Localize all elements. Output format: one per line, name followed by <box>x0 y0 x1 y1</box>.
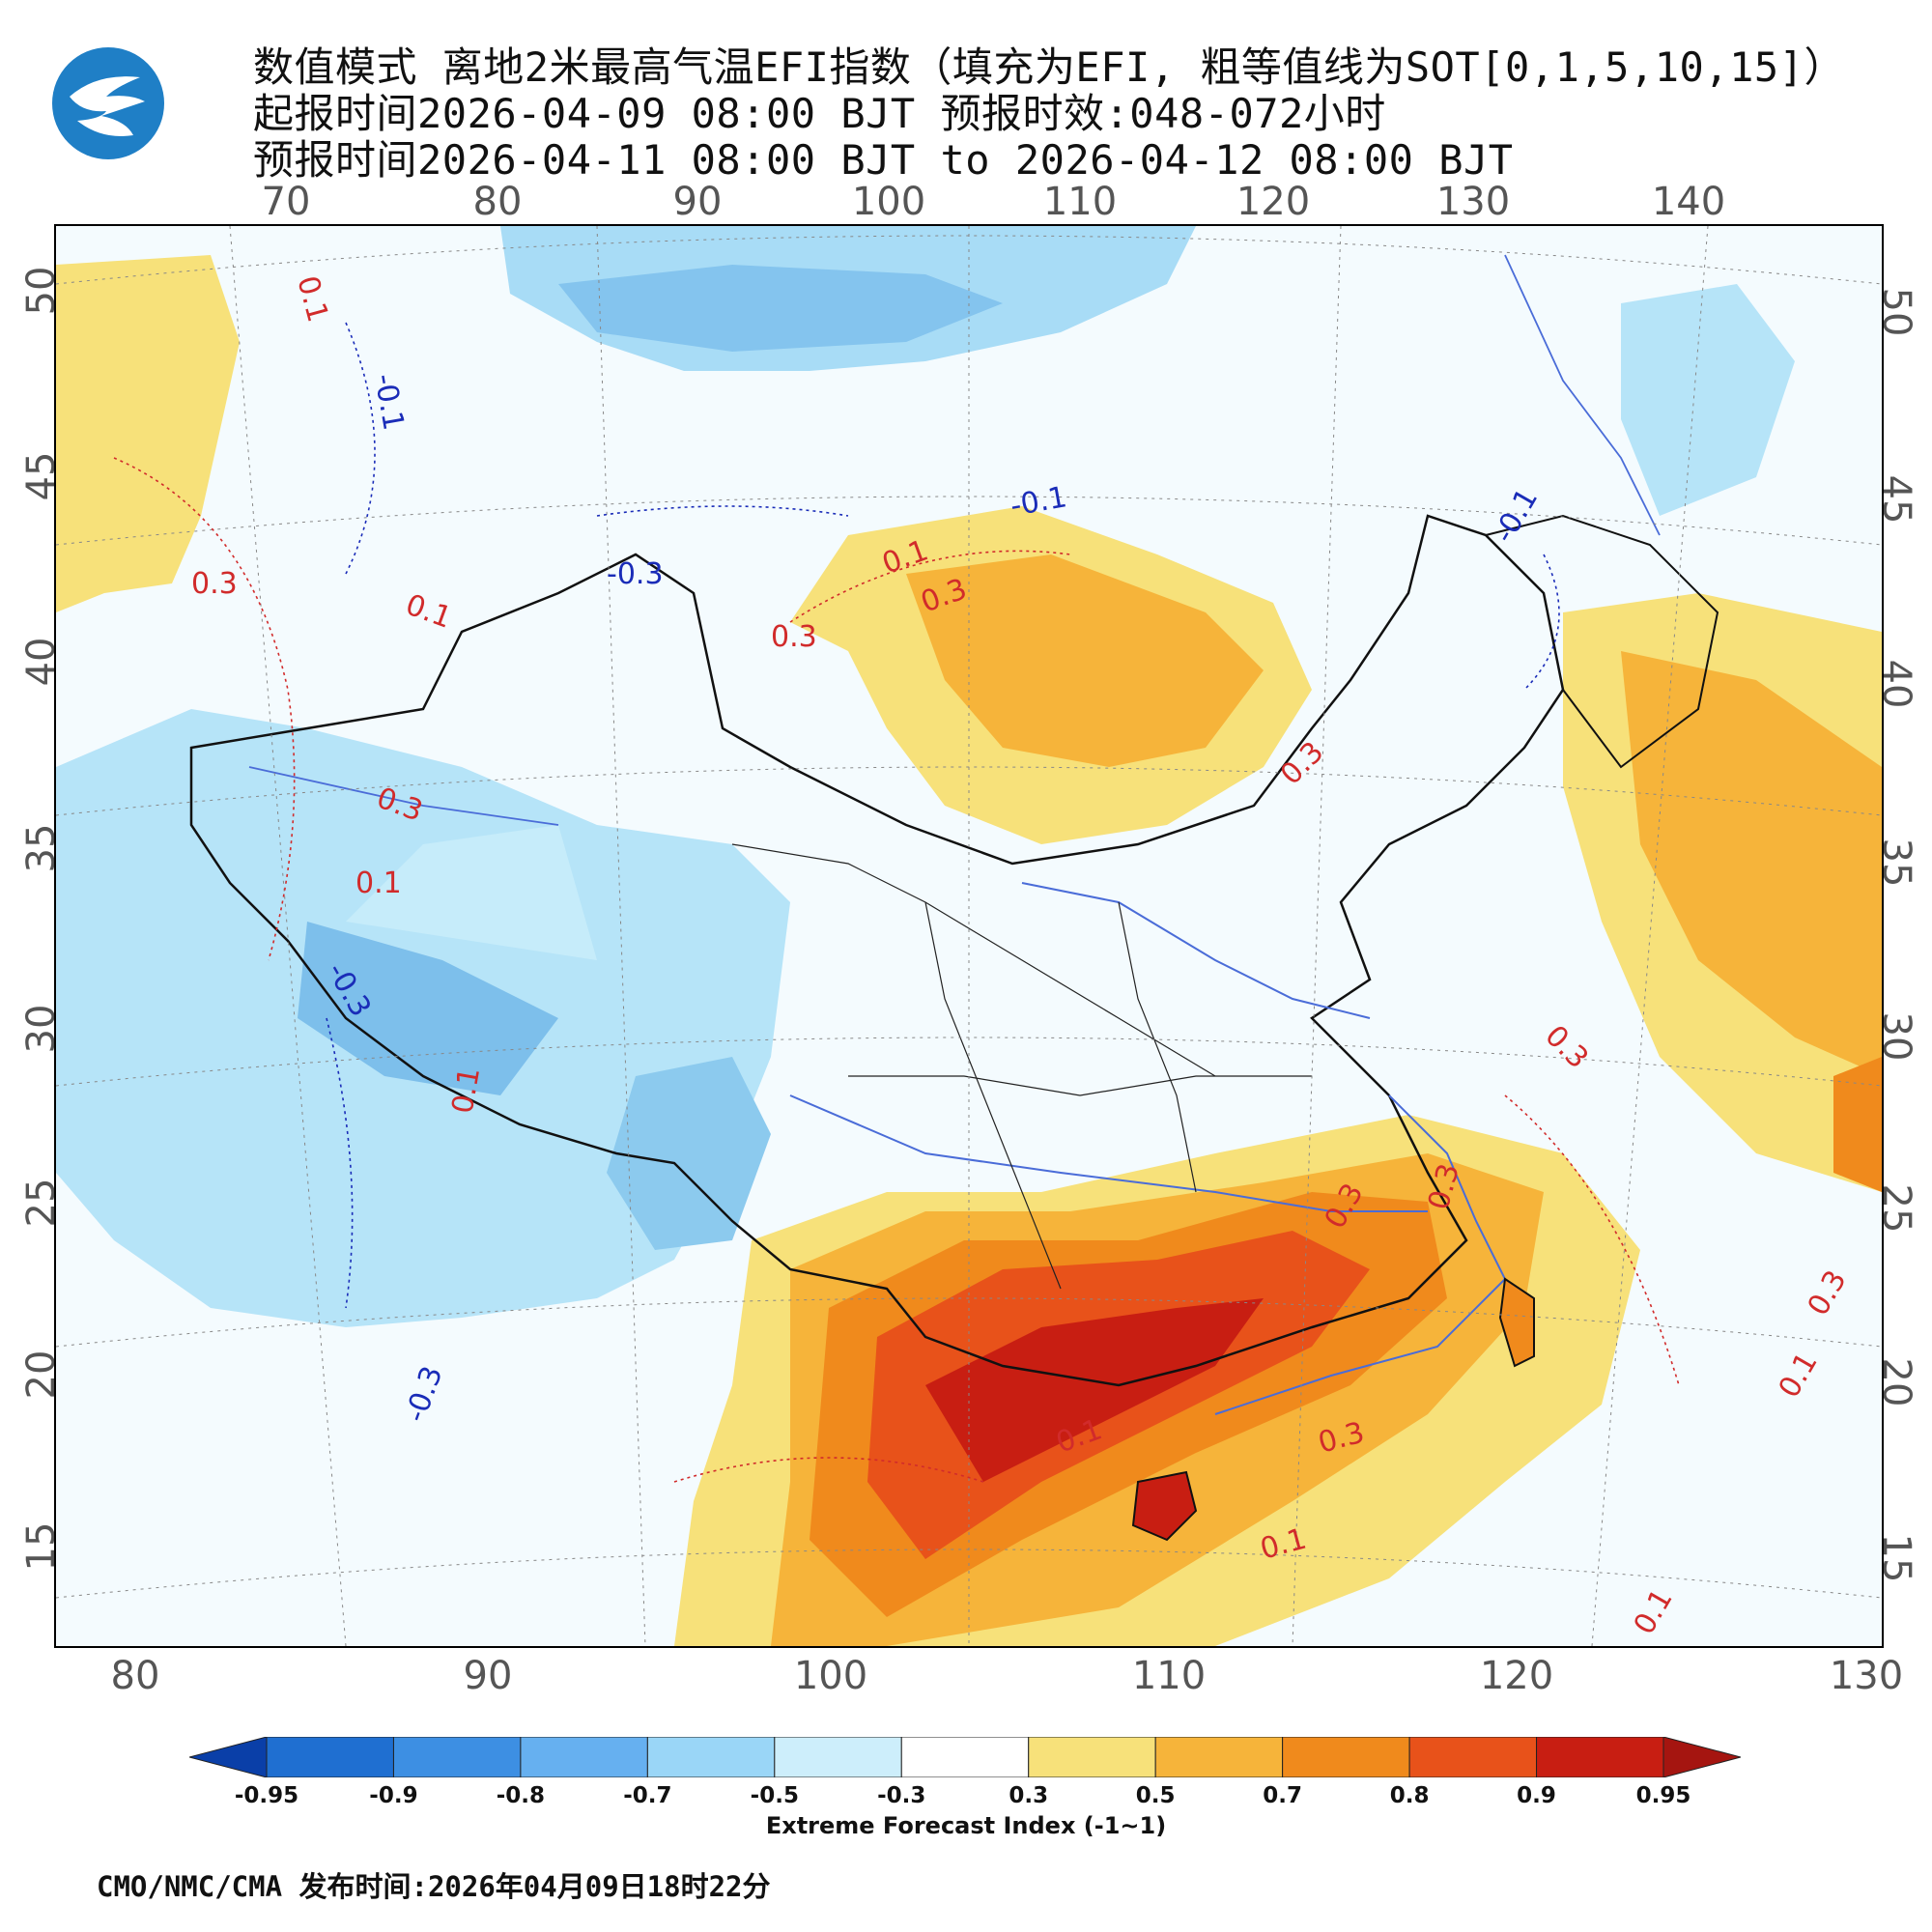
colorbar-segment <box>520 1737 648 1777</box>
lon-tick-bottom: 120 <box>1479 1654 1554 1698</box>
colorbar-segment <box>1154 1737 1284 1777</box>
contour-label: -0.3 <box>607 557 664 591</box>
colorbar-label: -0.5 <box>750 1783 799 1808</box>
colorbar-segment <box>266 1737 394 1777</box>
warm-region-west <box>56 255 240 612</box>
colorbar-label: -0.3 <box>877 1783 926 1808</box>
valid-time-line: 预报时间2026-04-11 08:00 BJT to 2026-04-12 0… <box>253 136 1514 184</box>
colorbar-title: Extreme Forecast Index (-1~1) <box>765 1812 1167 1839</box>
colorbar-segment <box>900 1737 1030 1777</box>
colorbar-label: -0.9 <box>369 1783 418 1808</box>
colorbar-label: 0.3 <box>1009 1783 1049 1808</box>
contour-label: 0.1 <box>445 1065 487 1116</box>
colorbar-segment <box>646 1737 776 1777</box>
contour-label: 0.3 <box>771 620 817 654</box>
river-yangtze <box>789 1094 1428 1212</box>
colorbar-arrow-right <box>1662 1737 1741 1777</box>
warm-region-japan <box>1621 651 1882 1076</box>
colorbar-label: -0.95 <box>234 1783 299 1808</box>
init-time-line: 起报时间2026-04-09 08:00 BJT 预报时效:048-072小时 <box>253 90 1386 137</box>
lon-tick-top: 130 <box>1435 180 1511 224</box>
colorbar-label: 0.8 <box>1389 1783 1430 1808</box>
colorbar-segment <box>1408 1737 1538 1777</box>
colorbar <box>189 1737 1741 1777</box>
colorbar-segment <box>1282 1737 1410 1777</box>
colorbar-label: 0.9 <box>1517 1783 1556 1808</box>
lon-tick-top: 100 <box>851 180 926 224</box>
contour-label: 0.1 <box>355 867 402 900</box>
lon-tick-bottom: 130 <box>1829 1654 1904 1698</box>
colorbar-label: 0.95 <box>1635 1783 1691 1808</box>
map-title: 数值模式 离地2米最高气温EFI指数（填充为EFI, 粗等值线为SOT[0,1,… <box>253 43 1845 91</box>
lon-tick-bottom: 110 <box>1131 1654 1207 1698</box>
cma-logo-icon <box>52 47 164 159</box>
lon-tick-bottom: 90 <box>463 1654 513 1698</box>
colorbar-segment <box>774 1737 902 1777</box>
lon-tick-top: 80 <box>472 180 523 224</box>
colorbar-label: 0.7 <box>1263 1783 1302 1808</box>
colorbar-segment <box>392 1737 522 1777</box>
colorbar-arrow-left <box>189 1737 268 1777</box>
colorbar-segment <box>1536 1737 1664 1777</box>
lon-tick-top: 90 <box>672 180 723 224</box>
hainan-island <box>1131 1470 1198 1542</box>
efi-map: 0.1 -0.1 0.3 -0.3 0.1 0.3 0.1 0.3 -0.1 0.3 0.1 -0.3… <box>54 224 1884 1648</box>
river-yellow <box>1021 882 1371 1019</box>
contour-label: 0.3 <box>191 567 238 601</box>
northeast-border <box>1485 514 1719 769</box>
efi-field: 0.1-0.10.3 -0.30.10.30.10.3-0.10.30.1-0.3… <box>56 226 1882 1646</box>
colorbar-label: -0.8 <box>496 1783 546 1808</box>
china-border <box>189 514 1565 1387</box>
colorbar-label: 0.5 <box>1135 1783 1176 1808</box>
lon-tick-bottom: 100 <box>793 1654 868 1698</box>
lon-tick-top: 140 <box>1651 180 1726 224</box>
lon-tick-bottom: 80 <box>110 1654 160 1698</box>
cold-core-north <box>558 265 1003 352</box>
colorbar-segment <box>1028 1737 1156 1777</box>
lon-tick-top: 120 <box>1236 180 1311 224</box>
taiwan-island <box>1498 1277 1535 1368</box>
colorbar-label: -0.7 <box>623 1783 672 1808</box>
issue-info: CMO/NMC/CMA 发布时间:2026年04月09日18时22分 <box>97 1870 771 1903</box>
cold-core-southwest <box>298 922 558 1095</box>
lon-tick-top: 110 <box>1042 180 1118 224</box>
lon-tick-top: 70 <box>261 180 311 224</box>
